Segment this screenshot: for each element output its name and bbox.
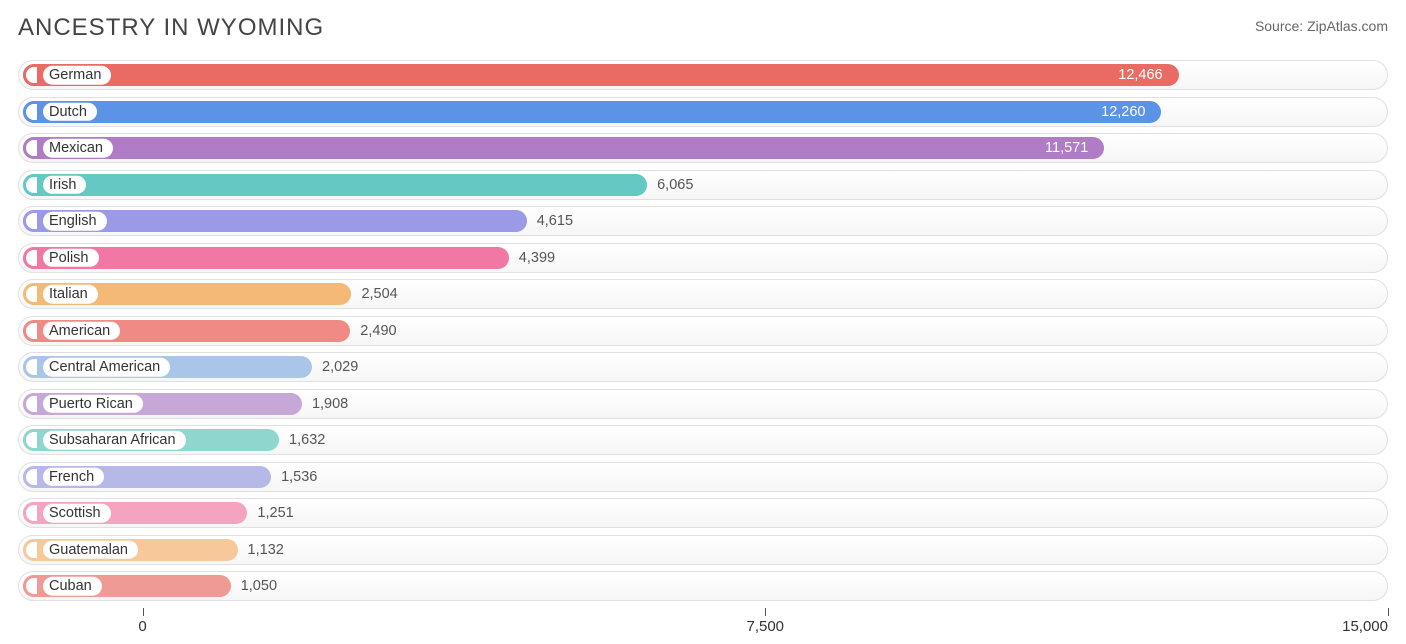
bar-fill — [23, 64, 1179, 86]
bar-row: Guatemalan 1,132 — [18, 535, 1388, 565]
bar-row: Puerto Rican 1,908 — [18, 389, 1388, 419]
category-label: Puerto Rican — [43, 394, 143, 413]
category-label: American — [43, 321, 120, 340]
bar-row: Central American 2,029 — [18, 352, 1388, 382]
category-label: Subsaharan African — [43, 431, 186, 450]
bar-row: American 2,490 — [18, 316, 1388, 346]
bar-cap — [23, 64, 37, 86]
axis-tick — [765, 608, 766, 616]
category-label: Mexican — [43, 139, 113, 158]
value-label: 12,260 — [1101, 104, 1145, 119]
bar-row: Mexican 11,571 — [18, 133, 1388, 163]
x-axis: 0 7,500 15,000 — [18, 608, 1388, 636]
bar-row: Subsaharan African 1,632 — [18, 425, 1388, 455]
bar-row: Italian 2,504 — [18, 279, 1388, 309]
bar-cap — [23, 137, 37, 159]
value-label: 1,908 — [312, 396, 348, 411]
category-label: Italian — [43, 285, 98, 304]
bar-cap — [23, 247, 37, 269]
bars-container: German 12,466 Dutch 12,260 Mexican 11,571 Iris… — [18, 60, 1388, 601]
bar-row: French 1,536 — [18, 462, 1388, 492]
category-label: Central American — [43, 358, 170, 377]
axis-tick-label: 15,000 — [1342, 618, 1388, 635]
value-label: 1,050 — [241, 579, 277, 594]
category-label: Irish — [43, 175, 86, 194]
value-label: 2,029 — [322, 360, 358, 375]
value-label: 4,615 — [537, 214, 573, 229]
bar-row: Scottish 1,251 — [18, 498, 1388, 528]
value-label: 6,065 — [657, 177, 693, 192]
axis-tick-label: 0 — [138, 618, 146, 635]
value-label: 2,504 — [361, 287, 397, 302]
value-label: 1,251 — [257, 506, 293, 521]
category-label: Scottish — [43, 504, 111, 523]
value-label: 1,536 — [281, 469, 317, 484]
bar-cap — [23, 502, 37, 524]
bar-row: Cuban 1,050 — [18, 571, 1388, 601]
bar-row: Polish 4,399 — [18, 243, 1388, 273]
bar-row: German 12,466 — [18, 60, 1388, 90]
ancestry-chart: ANCESTRY IN WYOMING Source: ZipAtlas.com… — [0, 0, 1406, 644]
value-label: 4,399 — [519, 250, 555, 265]
bar-fill — [23, 101, 1161, 123]
category-label: German — [43, 66, 111, 85]
category-label: Dutch — [43, 102, 97, 121]
bar-cap — [23, 429, 37, 451]
value-label: 1,632 — [289, 433, 325, 448]
category-label: Cuban — [43, 577, 102, 596]
bar-fill — [23, 174, 647, 196]
bar-cap — [23, 356, 37, 378]
category-label: French — [43, 467, 104, 486]
axis-tick-label: 7,500 — [746, 618, 784, 635]
bar-cap — [23, 210, 37, 232]
value-label: 1,132 — [248, 542, 284, 557]
chart-source: Source: ZipAtlas.com — [1255, 18, 1388, 34]
bar-row: Dutch 12,260 — [18, 97, 1388, 127]
bar-cap — [23, 101, 37, 123]
axis-tick — [1388, 608, 1389, 616]
axis-tick — [143, 608, 144, 616]
bar-cap — [23, 393, 37, 415]
value-label: 2,490 — [360, 323, 396, 338]
chart-title: ANCESTRY IN WYOMING — [18, 14, 324, 42]
bar-cap — [23, 575, 37, 597]
bar-cap — [23, 320, 37, 342]
chart-header: ANCESTRY IN WYOMING Source: ZipAtlas.com — [18, 14, 1388, 42]
bar-cap — [23, 283, 37, 305]
category-label: Polish — [43, 248, 99, 267]
category-label: English — [43, 212, 107, 231]
bar-row: Irish 6,065 — [18, 170, 1388, 200]
bar-row: English 4,615 — [18, 206, 1388, 236]
bar-fill — [23, 137, 1104, 159]
bar-cap — [23, 466, 37, 488]
bar-cap — [23, 174, 37, 196]
bar-cap — [23, 539, 37, 561]
value-label: 12,466 — [1118, 68, 1162, 83]
value-label: 11,571 — [1045, 141, 1088, 156]
category-label: Guatemalan — [43, 540, 138, 559]
